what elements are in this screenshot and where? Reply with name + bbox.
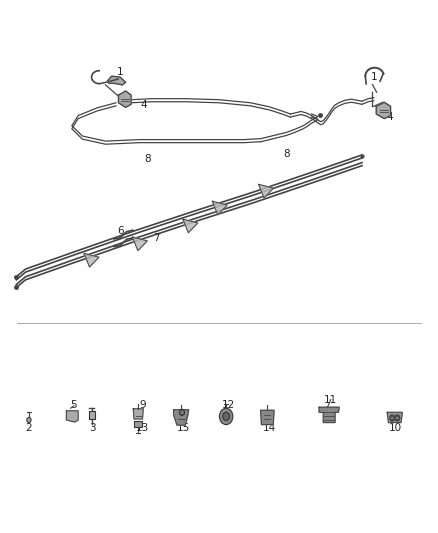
Text: 12: 12 bbox=[222, 400, 235, 410]
Polygon shape bbox=[67, 411, 78, 422]
Polygon shape bbox=[84, 253, 99, 267]
Circle shape bbox=[223, 413, 230, 421]
Polygon shape bbox=[258, 184, 273, 198]
Circle shape bbox=[390, 415, 395, 421]
Text: 4: 4 bbox=[386, 111, 392, 122]
Polygon shape bbox=[173, 410, 189, 425]
Text: 10: 10 bbox=[389, 423, 402, 433]
Bar bbox=[88, 411, 95, 419]
Text: 1: 1 bbox=[371, 72, 378, 82]
Polygon shape bbox=[376, 102, 391, 119]
Text: 5: 5 bbox=[71, 400, 77, 410]
Circle shape bbox=[395, 415, 400, 421]
Text: 14: 14 bbox=[263, 423, 276, 433]
Polygon shape bbox=[119, 91, 131, 107]
Polygon shape bbox=[108, 76, 126, 85]
Text: 13: 13 bbox=[136, 423, 149, 433]
Circle shape bbox=[180, 409, 184, 415]
Circle shape bbox=[27, 417, 31, 423]
Text: 7: 7 bbox=[152, 233, 159, 244]
Bar bbox=[134, 421, 142, 427]
Polygon shape bbox=[212, 201, 227, 215]
Polygon shape bbox=[387, 413, 403, 423]
Polygon shape bbox=[319, 407, 339, 423]
Text: 11: 11 bbox=[324, 394, 337, 405]
Circle shape bbox=[219, 408, 233, 425]
Text: 15: 15 bbox=[177, 423, 190, 433]
Text: 8: 8 bbox=[283, 149, 290, 159]
Polygon shape bbox=[183, 219, 198, 233]
Text: 8: 8 bbox=[144, 154, 151, 164]
Text: 6: 6 bbox=[117, 225, 124, 236]
Text: 9: 9 bbox=[139, 400, 146, 410]
Text: 4: 4 bbox=[140, 100, 147, 110]
Text: 1: 1 bbox=[117, 67, 124, 77]
Polygon shape bbox=[261, 410, 274, 425]
Polygon shape bbox=[132, 237, 147, 251]
Text: 3: 3 bbox=[89, 423, 96, 433]
Text: 2: 2 bbox=[26, 423, 32, 433]
Polygon shape bbox=[133, 409, 143, 419]
